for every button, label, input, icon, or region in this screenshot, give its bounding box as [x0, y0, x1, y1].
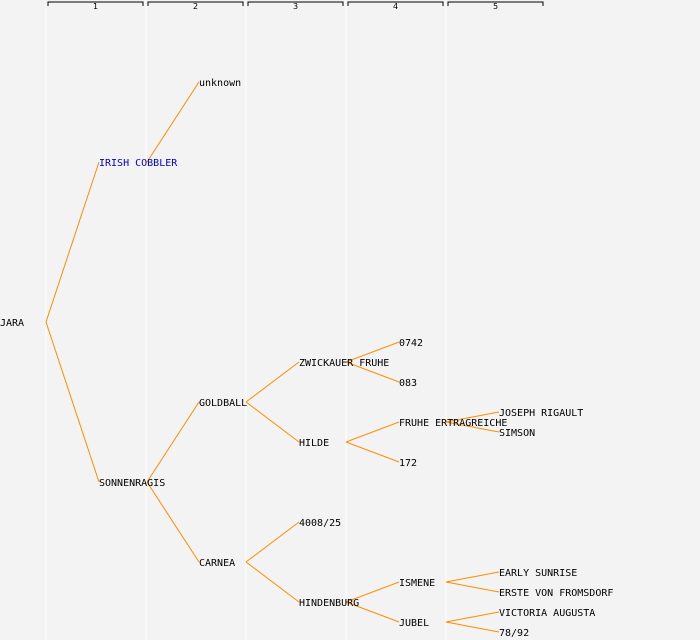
node-irish-cobbler[interactable]: IRISH COBBLER [99, 158, 178, 169]
node-erste-von-fromsdorf: ERSTE VON FROMSDORF [499, 588, 613, 599]
edge-zwickauer-fruhe-to-0742 [345, 341, 400, 363]
edge-irish-cobbler-to-unknown [146, 81, 200, 163]
edge-ismene-to-early-sunrise [445, 571, 500, 583]
node-083: 083 [399, 378, 417, 389]
edge-zwickauer-fruhe-to-083 [345, 361, 400, 383]
edge-hindenburg-to-jubel [345, 601, 400, 623]
node-early-sunrise: EARLY SUNRISE [499, 568, 577, 579]
generation-bracket-4 [347, 1, 444, 6]
node-sonnenragis: SONNENRAGIS [99, 478, 165, 489]
edge-jubel-to-78-92 [445, 621, 500, 633]
node-jara: JARA [0, 318, 24, 329]
node-unknown: unknown [199, 78, 241, 89]
edge-carnea-to-hindenburg [245, 561, 300, 603]
node-0742: 0742 [399, 338, 423, 349]
edge-ismene-to-erste-von-fromsdorf [445, 581, 500, 593]
generation-number-4: 4 [393, 2, 398, 11]
generation-number-1: 1 [93, 2, 98, 11]
edge-jubel-to-victoria-augusta [445, 611, 500, 623]
generation-bracket-5 [447, 1, 544, 6]
generation-bracket-2 [147, 1, 244, 6]
node-jubel: JUBEL [399, 618, 429, 629]
edge-fruhe-ertragreiche-to-joseph-rigault [445, 411, 500, 423]
edge-hilde-to-fruhe-ertragreiche [345, 421, 400, 443]
edge-hindenburg-to-ismene [345, 581, 400, 603]
edge-goldball-to-zwickauer-fruhe [245, 361, 300, 403]
edge-jara-to-sonnenragis [45, 321, 100, 483]
pedigree-labels: JARA IRISH COBBLER SONNENRAGIS unknown GOLDB… [0, 78, 613, 639]
generation-bracket-1 [47, 1, 144, 6]
node-goldball: GOLDBALL [199, 398, 247, 409]
generation-number-3: 3 [293, 2, 298, 11]
edge-jara-to-irish-cobbler [45, 161, 100, 323]
edge-goldball-to-hilde [245, 401, 300, 443]
node-victoria-augusta: VICTORIA AUGUSTA [499, 608, 595, 619]
node-carnea: CARNEA [199, 558, 235, 569]
pedigree-edges [45, 81, 500, 633]
node-172: 172 [399, 458, 417, 469]
node-78-92: 78/92 [499, 628, 529, 639]
edge-fruhe-ertragreiche-to-simson [445, 421, 500, 433]
generation-bracket-3 [247, 1, 344, 6]
generation-headers: 1 2 3 4 5 [47, 1, 544, 11]
node-hindenburg: HINDENBURG [299, 598, 359, 609]
edge-carnea-to-4008-25 [245, 521, 300, 563]
node-fruhe-ertragreiche: FRUHE ERTRAGREICHE [399, 418, 507, 429]
node-zwickauer-fruhe: ZWICKAUER FRUHE [299, 358, 389, 369]
generation-number-5: 5 [493, 2, 498, 11]
node-joseph-rigault: JOSEPH RIGAULT [499, 408, 583, 419]
edge-sonnenragis-to-goldball [146, 401, 200, 483]
node-4008-25: 4008/25 [299, 518, 341, 529]
edge-hilde-to-172 [345, 441, 400, 463]
edge-sonnenragis-to-carnea [146, 481, 200, 563]
node-simson: SIMSON [499, 428, 535, 439]
generation-columns [45, 4, 447, 640]
generation-number-2: 2 [193, 2, 198, 11]
node-ismene: ISMENE [399, 578, 435, 589]
node-hilde: HILDE [299, 438, 329, 449]
